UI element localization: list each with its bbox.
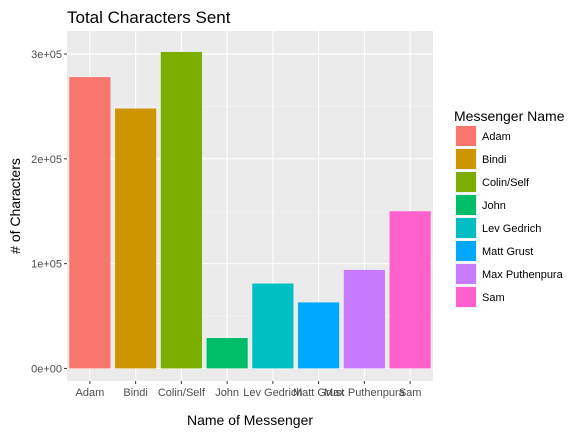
y-axis-ticks: 0e+00 1e+05 2e+05 3e+05	[31, 49, 67, 375]
x-tick-label: Colin/Self	[158, 387, 206, 399]
bar	[69, 77, 111, 369]
legend-swatch	[456, 241, 476, 261]
legend-label: Matt Grust	[482, 246, 533, 258]
x-tick-label: Adam	[76, 387, 105, 399]
legend-swatch	[456, 287, 476, 307]
bar	[252, 283, 294, 369]
x-tick-label: Max Puthenpura	[324, 387, 406, 399]
legend-label: Bindi	[482, 154, 506, 166]
legend-swatch	[456, 172, 476, 192]
bar	[115, 108, 157, 369]
legend-swatch	[456, 126, 476, 146]
bar	[206, 338, 248, 369]
x-tick-label: John	[215, 387, 239, 399]
legend-label: Adam	[482, 131, 511, 143]
legend-label: Lev Gedrich	[482, 223, 541, 235]
legend: Messenger Name Adam Bindi Colin/Self John Le…	[454, 108, 565, 308]
bars	[69, 51, 431, 369]
legend-label: Max Puthenpura	[482, 269, 564, 281]
bar	[298, 302, 340, 369]
bar	[343, 269, 385, 369]
y-tick-label: 1e+05	[31, 259, 62, 271]
y-tick-label: 3e+05	[31, 49, 62, 61]
chart-title: Total Characters Sent	[67, 8, 231, 27]
legend-swatch	[456, 218, 476, 238]
bar	[160, 51, 202, 369]
bar	[389, 211, 431, 369]
x-tick-label: Sam	[399, 387, 422, 399]
x-tick-label: Matt Grust	[293, 387, 344, 399]
x-tick-label: Bindi	[123, 387, 147, 399]
legend-label: Colin/Self	[482, 177, 530, 189]
legend-label: Sam	[482, 292, 505, 304]
y-tick-label: 0e+00	[31, 363, 62, 375]
x-tick-label: Lev Gedrich	[243, 387, 302, 399]
legend-title: Messenger Name	[454, 108, 565, 124]
legend-label: John	[482, 200, 506, 212]
y-axis-title: # of Characters	[7, 158, 23, 254]
legend-swatch	[456, 195, 476, 215]
y-tick-label: 2e+05	[31, 154, 62, 166]
legend-swatch	[456, 149, 476, 169]
legend-swatch	[456, 264, 476, 284]
x-axis-title: Name of Messenger	[187, 412, 313, 428]
